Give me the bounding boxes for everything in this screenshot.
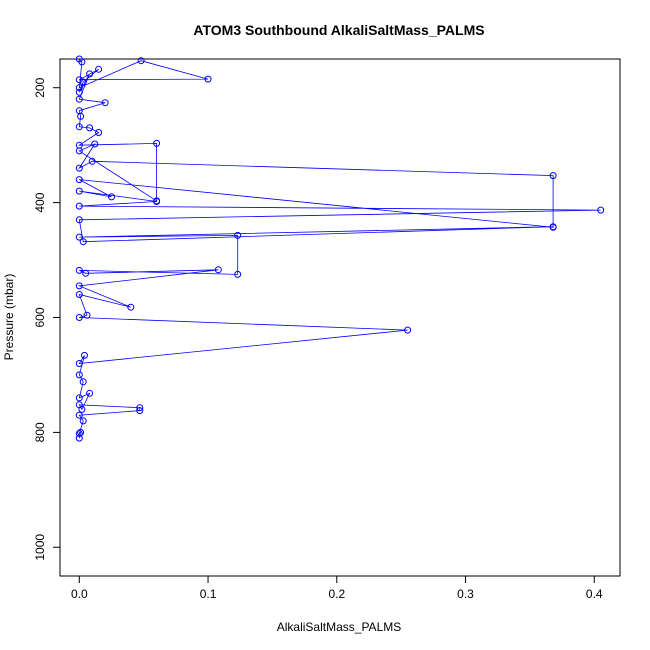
data-point — [75, 202, 83, 210]
y-tick-label: 800 — [33, 422, 47, 442]
data-point — [75, 187, 83, 195]
y-tick-label: 400 — [33, 192, 47, 212]
data-point — [75, 266, 83, 274]
y-tick-label: 1000 — [33, 534, 47, 561]
series-layer — [75, 55, 605, 442]
data-point — [86, 389, 94, 397]
x-tick-label: 0.4 — [586, 587, 603, 601]
x-axis: 0.0 0.1 0.2 0.3 0.4 — [71, 575, 603, 601]
data-point — [82, 269, 90, 277]
data-point — [75, 360, 83, 367]
data-point — [101, 99, 109, 107]
x-axis-label: AlkaliSaltMass_PALMS — [277, 620, 402, 634]
data-point — [108, 193, 115, 201]
data-point — [95, 129, 103, 136]
x-tick-label: 0.0 — [71, 587, 88, 601]
data-point — [83, 311, 91, 319]
data-point — [75, 314, 83, 321]
data-point — [86, 124, 94, 132]
data-point — [79, 378, 87, 386]
data-point — [75, 164, 83, 172]
y-axis: 200 400 600 800 1000 — [33, 77, 61, 561]
y-axis-label: Pressure (mbar) — [2, 274, 16, 361]
data-point — [75, 216, 83, 224]
data-point — [81, 351, 88, 359]
data-point — [79, 417, 87, 425]
data-point — [79, 238, 87, 246]
data-point — [404, 326, 412, 334]
data-point — [95, 65, 103, 73]
data-point — [77, 112, 85, 120]
data-point — [234, 270, 242, 278]
data-point — [136, 404, 144, 412]
data-point — [234, 231, 242, 239]
y-tick-label: 600 — [33, 307, 47, 327]
data-point — [75, 88, 83, 96]
data-point — [136, 407, 144, 415]
data-point — [86, 70, 94, 78]
data-point — [88, 157, 96, 165]
data-point — [137, 57, 145, 65]
series-line — [77, 58, 601, 439]
data-point — [75, 401, 83, 409]
data-point — [75, 123, 83, 131]
data-point — [214, 266, 222, 274]
data-point — [204, 75, 212, 83]
data-point — [91, 140, 99, 148]
data-point — [75, 282, 83, 290]
y-tick-label: 200 — [33, 77, 47, 97]
data-point — [549, 223, 557, 231]
x-tick-label: 0.1 — [200, 587, 217, 601]
data-point — [153, 198, 161, 205]
chart-title: ATOM3 Southbound AlkaliSaltMass_PALMS — [193, 22, 484, 38]
data-point — [75, 394, 83, 402]
data-point — [75, 430, 83, 437]
data-point — [75, 176, 83, 184]
data-point — [127, 303, 135, 311]
data-point — [75, 371, 83, 379]
plot-frame — [59, 58, 621, 577]
data-point — [75, 76, 83, 84]
data-point — [79, 78, 87, 86]
x-tick-label: 0.3 — [457, 587, 474, 601]
data-point — [549, 172, 557, 180]
data-point — [75, 434, 83, 442]
data-point — [597, 206, 605, 214]
data-point — [75, 411, 83, 419]
x-tick-label: 0.2 — [328, 587, 345, 601]
data-point — [75, 233, 83, 241]
data-point — [75, 147, 83, 155]
data-point — [75, 95, 83, 103]
data-point — [78, 58, 86, 66]
data-point — [153, 139, 161, 147]
data-point — [75, 84, 83, 92]
data-point — [75, 291, 83, 298]
